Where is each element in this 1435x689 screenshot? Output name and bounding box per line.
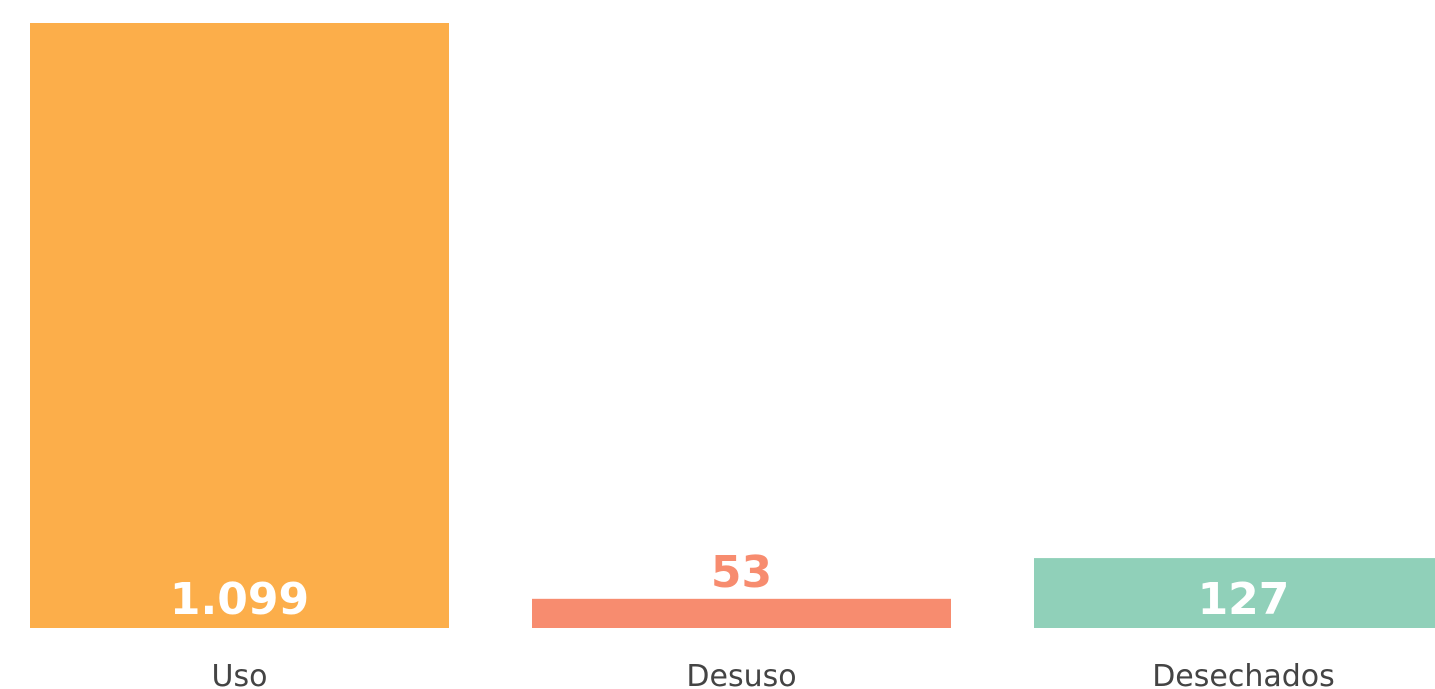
value-label: 53 [711,547,772,598]
value-label: 1.099 [170,574,309,625]
bar [532,598,951,628]
x-tick-label: Desechados [1152,659,1335,689]
x-tick-label: Uso [212,659,268,689]
bar [1034,558,1435,628]
bar [30,23,449,628]
value-label: 127 [1198,574,1290,625]
x-tick-label: Desuso [686,659,796,689]
